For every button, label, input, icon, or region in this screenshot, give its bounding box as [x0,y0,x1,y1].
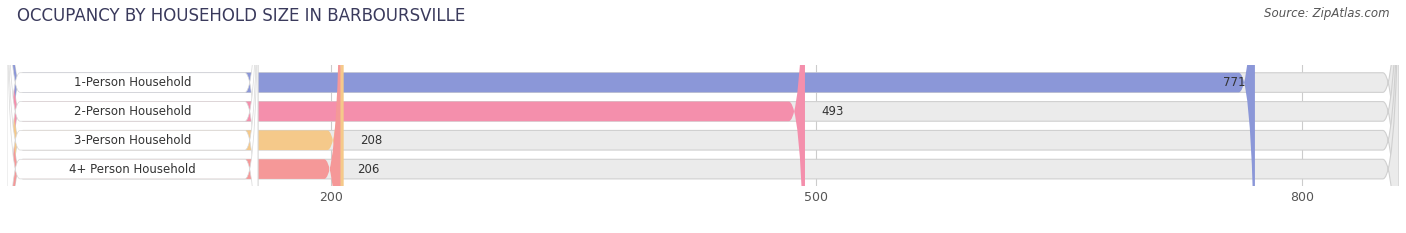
FancyBboxPatch shape [7,0,340,233]
Text: 3-Person Household: 3-Person Household [73,134,191,147]
FancyBboxPatch shape [7,0,257,233]
Text: 4+ Person Household: 4+ Person Household [69,163,195,176]
FancyBboxPatch shape [7,0,806,233]
FancyBboxPatch shape [7,0,1399,233]
FancyBboxPatch shape [7,0,257,233]
Text: 208: 208 [360,134,382,147]
FancyBboxPatch shape [7,0,257,233]
Text: 206: 206 [357,163,380,176]
Text: 771: 771 [1223,76,1246,89]
Text: OCCUPANCY BY HOUSEHOLD SIZE IN BARBOURSVILLE: OCCUPANCY BY HOUSEHOLD SIZE IN BARBOURSV… [17,7,465,25]
FancyBboxPatch shape [7,0,1256,233]
FancyBboxPatch shape [7,0,257,233]
FancyBboxPatch shape [7,0,1399,233]
Text: 1-Person Household: 1-Person Household [73,76,191,89]
Text: 2-Person Household: 2-Person Household [73,105,191,118]
FancyBboxPatch shape [7,0,343,233]
Text: 493: 493 [821,105,844,118]
FancyBboxPatch shape [7,0,1399,233]
FancyBboxPatch shape [7,0,1399,233]
Text: Source: ZipAtlas.com: Source: ZipAtlas.com [1264,7,1389,20]
